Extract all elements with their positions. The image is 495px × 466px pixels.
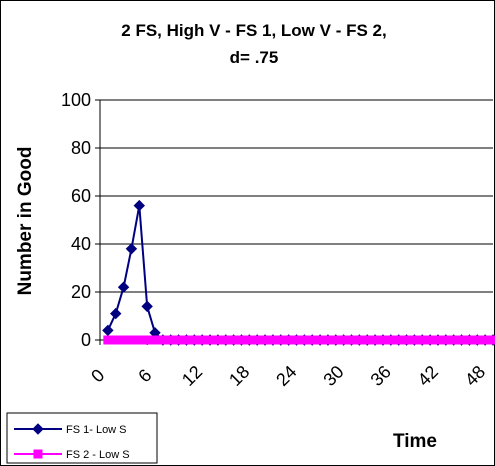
legend-marker — [33, 449, 43, 459]
data-point — [370, 335, 380, 345]
data-point — [110, 307, 122, 320]
legend-label: FS 2 - Low S — [66, 449, 130, 461]
y-tick-label: 100 — [61, 90, 91, 110]
data-point — [354, 335, 364, 345]
x-tick-label: 48 — [461, 362, 489, 390]
grid-lines — [100, 99, 493, 293]
series-1 — [102, 199, 495, 346]
data-point — [150, 335, 160, 345]
data-point — [221, 335, 231, 345]
data-point — [284, 335, 294, 345]
data-point — [299, 335, 309, 345]
chart-title-line2: d= .75 — [230, 48, 279, 67]
y-tick-label: 80 — [71, 138, 91, 158]
data-point — [189, 335, 199, 345]
data-point — [244, 335, 254, 345]
data-point — [331, 335, 341, 345]
data-point — [133, 199, 146, 212]
y-tick-label: 60 — [71, 186, 91, 206]
axes — [95, 99, 493, 345]
chart-title-line1: 2 FS, High V - FS 1, Low V - FS 2, — [121, 21, 386, 40]
data-point — [229, 335, 239, 345]
x-tick-label: 18 — [225, 362, 253, 390]
data-point — [117, 281, 130, 293]
data-point — [181, 335, 191, 345]
data-point — [480, 335, 490, 345]
data-point — [292, 335, 301, 345]
data-point — [260, 335, 270, 345]
data-point — [323, 335, 333, 345]
data-point — [126, 335, 136, 345]
y-tick-label: 0 — [81, 330, 91, 350]
data-point — [417, 335, 427, 345]
data-point — [464, 335, 474, 345]
data-point — [472, 335, 482, 345]
data-point — [236, 335, 246, 345]
x-tick-label: 42 — [414, 362, 442, 390]
data-point — [378, 335, 388, 345]
data-point — [141, 300, 153, 313]
data-point — [433, 335, 443, 345]
y-axis-label: Number in Good — [15, 147, 36, 296]
data-point — [457, 335, 467, 345]
series-line — [106, 205, 493, 341]
x-tick-label: 12 — [178, 362, 206, 390]
x-tick-label: 30 — [319, 362, 347, 390]
series-2 — [103, 335, 495, 345]
data-point — [488, 335, 495, 345]
data-point — [125, 243, 138, 255]
data-point — [252, 335, 262, 345]
data-point — [386, 335, 396, 345]
data-point — [103, 335, 113, 345]
x-tick-label: 0 — [87, 365, 108, 386]
data-point — [409, 335, 419, 345]
data-point — [166, 335, 176, 345]
x-tick-label: 6 — [134, 365, 155, 386]
plot-area — [102, 199, 495, 346]
data-point — [402, 335, 412, 345]
data-point — [142, 335, 152, 345]
legend: FS 1- Low S FS 2 - Low S — [6, 412, 158, 464]
data-point — [347, 335, 357, 345]
data-point — [394, 335, 404, 345]
data-point — [441, 335, 451, 345]
data-point — [362, 335, 372, 345]
data-point — [134, 335, 144, 345]
x-tick-label: 36 — [367, 362, 395, 390]
data-point — [276, 335, 286, 345]
legend-label: FS 1- Low S — [66, 424, 127, 436]
data-point — [205, 335, 215, 345]
data-point — [339, 335, 349, 345]
legend-marker — [32, 423, 44, 435]
data-point — [119, 335, 129, 345]
x-axis-label: Time — [393, 431, 437, 452]
data-point — [197, 335, 207, 345]
y-tick-label: 40 — [71, 234, 91, 254]
data-point — [111, 335, 121, 345]
data-point — [449, 335, 459, 345]
x-tick-label: 24 — [272, 362, 300, 390]
data-point — [307, 335, 317, 345]
data-point — [174, 335, 184, 345]
data-point — [268, 335, 278, 345]
y-tick-label: 20 — [71, 282, 91, 302]
data-point — [102, 324, 114, 337]
data-point — [315, 335, 325, 345]
y-tick-labels: 0 20 40 60 80 100 — [61, 90, 91, 350]
x-tick-labels: 0 6 12 18 24 30 36 42 48 — [87, 362, 489, 390]
data-point — [158, 335, 168, 345]
data-point — [213, 335, 223, 345]
data-point — [425, 335, 435, 345]
